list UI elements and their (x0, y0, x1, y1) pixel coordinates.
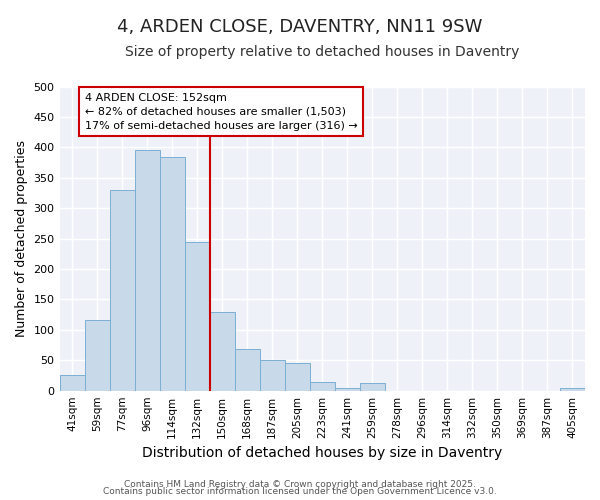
Bar (310, 382, 335, 390)
Text: Contains HM Land Registry data © Crown copyright and database right 2025.: Contains HM Land Registry data © Crown c… (124, 480, 476, 489)
Bar (335, 388, 360, 390)
Bar (185, 242, 209, 390)
Bar (160, 156, 185, 390)
Bar (59, 376, 85, 390)
Bar (110, 190, 134, 390)
X-axis label: Distribution of detached houses by size in Daventry: Distribution of detached houses by size … (142, 446, 502, 460)
Text: 4, ARDEN CLOSE, DAVENTRY, NN11 9SW: 4, ARDEN CLOSE, DAVENTRY, NN11 9SW (118, 18, 482, 36)
Bar (85, 320, 110, 390)
Bar (260, 360, 285, 390)
Bar (360, 384, 385, 390)
Bar (560, 388, 585, 390)
Bar (285, 364, 310, 390)
Text: 4 ARDEN CLOSE: 152sqm
← 82% of detached houses are smaller (1,503)
17% of semi-d: 4 ARDEN CLOSE: 152sqm ← 82% of detached … (85, 92, 358, 130)
Bar (134, 150, 160, 390)
Bar (209, 312, 235, 390)
Bar (235, 350, 260, 391)
Y-axis label: Number of detached properties: Number of detached properties (15, 140, 28, 337)
Text: Contains public sector information licensed under the Open Government Licence v3: Contains public sector information licen… (103, 487, 497, 496)
Title: Size of property relative to detached houses in Daventry: Size of property relative to detached ho… (125, 45, 520, 59)
